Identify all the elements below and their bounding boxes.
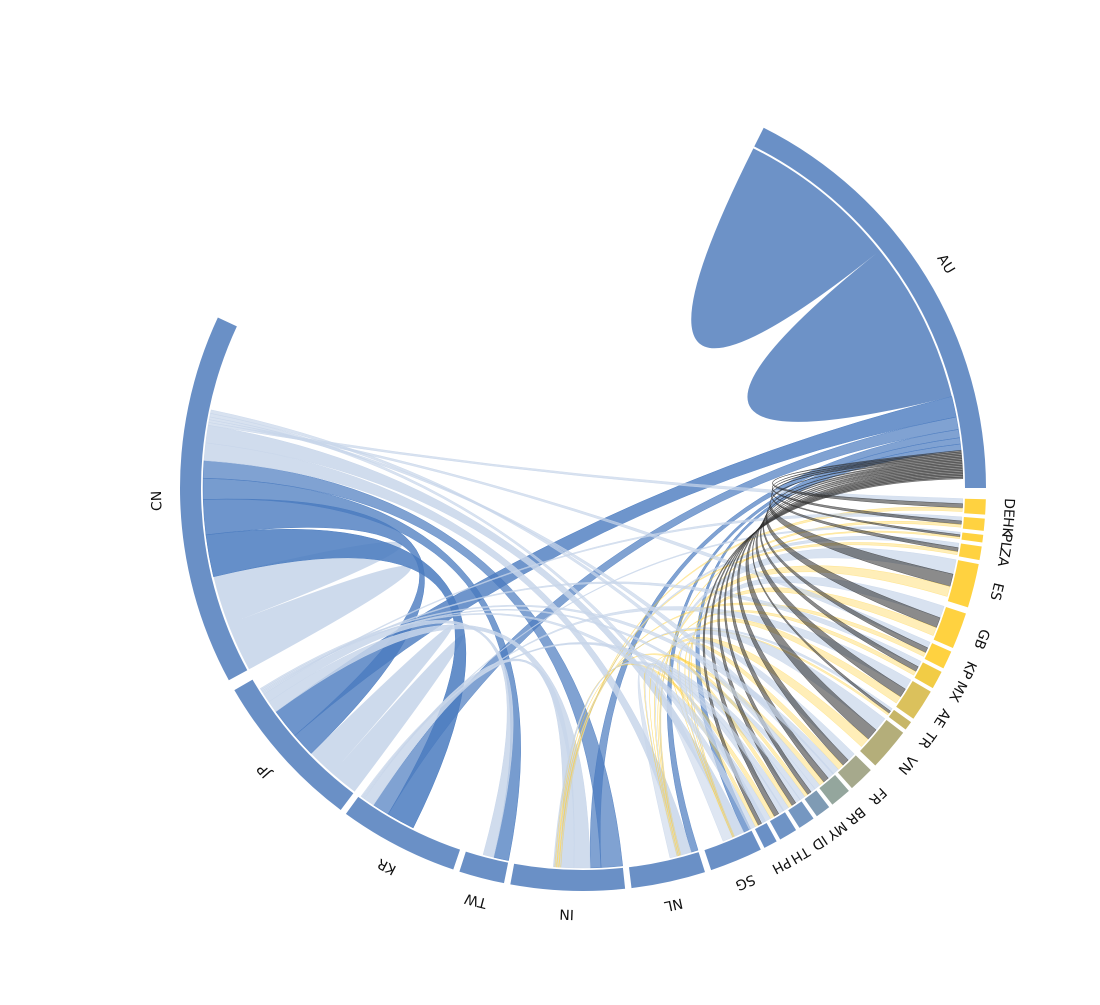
- label-jp: JP: [254, 761, 275, 782]
- label-sg: SG: [733, 871, 757, 893]
- arc-au: [754, 127, 986, 488]
- ribbon-ZA-AU: [771, 454, 962, 552]
- label-au: AU: [934, 252, 958, 277]
- label-in: IN: [559, 905, 574, 922]
- ribbon-DE-AU: [772, 449, 963, 509]
- label-gb: GB: [970, 627, 992, 652]
- ribbon-MY-AU: [723, 471, 963, 795]
- arc-ph: [754, 822, 777, 848]
- ribbon-PH-AU: [702, 476, 964, 826]
- label-hk: HK: [998, 516, 1016, 538]
- ribbons-layer: [202, 148, 964, 869]
- ribbon-TH-JP: [260, 613, 771, 824]
- arc-id: [788, 801, 814, 828]
- ribbon-FR-AU: [737, 468, 963, 766]
- label-kr: KR: [375, 855, 399, 878]
- ribbon-AE-yellow: [684, 618, 901, 838]
- ribbon-VN-yellow: [654, 637, 869, 857]
- arc-hk: [962, 517, 985, 531]
- label-es: ES: [986, 581, 1006, 602]
- ribbon-IN-KR: [363, 658, 575, 869]
- ribbon-ZA-blue: [559, 536, 960, 868]
- arc-kr: [345, 796, 461, 870]
- ribbon-VN-AU: [745, 466, 963, 740]
- arc-th: [769, 812, 797, 840]
- label-ph: PH: [769, 854, 793, 877]
- ribbon-HK-blue: [262, 513, 963, 695]
- arc-pl: [961, 532, 984, 543]
- ribbon-ID-IN: [552, 661, 789, 868]
- arcs-layer: [179, 127, 986, 891]
- ribbon-KP-AU: [762, 460, 963, 653]
- label-ae: AE: [930, 706, 953, 730]
- ribbon-ID-AU: [717, 473, 964, 806]
- label-nl: NL: [663, 895, 684, 915]
- ribbon-PL-AU: [771, 453, 962, 538]
- arc-tr: [888, 709, 912, 730]
- label-cn: CN: [149, 491, 166, 512]
- ribbon-TR-blue: [556, 627, 893, 868]
- label-kp: KP: [957, 658, 979, 681]
- label-tw: TW: [463, 890, 490, 911]
- arc-tw: [459, 851, 509, 884]
- arc-za: [958, 543, 982, 561]
- label-br: BR: [843, 803, 868, 828]
- ribbon-MY-KR: [360, 641, 806, 801]
- arc-mx: [914, 662, 942, 689]
- label-mx: MX: [945, 678, 970, 705]
- arc-in: [510, 863, 626, 891]
- ribbon-HK-AU: [771, 451, 962, 525]
- arc-vn: [860, 719, 904, 766]
- arc-ae: [896, 681, 931, 719]
- ribbon-AE-AU: [755, 463, 963, 698]
- label-za: ZA: [994, 546, 1013, 568]
- ribbon-GB-AU: [765, 458, 963, 628]
- label-fr: FR: [865, 784, 889, 808]
- arc-my: [804, 790, 830, 817]
- label-my: MY: [823, 818, 849, 843]
- ribbon-IN-AU: [589, 429, 960, 869]
- ribbon-AE-blue: [362, 606, 912, 799]
- label-de: DE: [1000, 498, 1017, 518]
- ribbon-CN-CN: [213, 541, 411, 670]
- arc-fr: [837, 755, 871, 789]
- ribbon-AU-AU: [691, 148, 952, 422]
- label-vn: VN: [895, 752, 920, 778]
- ribbon-TH-AU: [710, 475, 964, 817]
- ribbon-PL-blue: [362, 526, 961, 799]
- ribbon-PH-CN: [209, 413, 756, 830]
- ribbon-JP-JP: [311, 625, 464, 792]
- ribbon-BR-AU: [730, 470, 963, 783]
- ribbon-TR-AU: [752, 465, 963, 714]
- arc-sg: [704, 830, 761, 871]
- arc-gb: [933, 606, 966, 648]
- ribbon-CN-IN: [202, 460, 623, 868]
- ribbon-KP-blue: [208, 419, 931, 649]
- ribbon-CN-TW: [202, 477, 521, 861]
- arc-es: [947, 560, 979, 608]
- ribbon-TW-JP: [263, 620, 514, 858]
- ribbon-FR-JP: [259, 604, 839, 775]
- arc-nl: [628, 852, 705, 889]
- arc-jp: [234, 679, 354, 811]
- arc-br: [819, 775, 849, 805]
- label-id: ID: [809, 832, 830, 854]
- ribbon-PL-yellow: [690, 530, 961, 837]
- label-tr: TR: [915, 726, 939, 751]
- arc-kp: [924, 643, 952, 669]
- ribbon-VN-blue: [655, 629, 886, 857]
- arc-cn: [179, 317, 248, 681]
- ribbon-NL-AU: [666, 437, 961, 853]
- label-pl: PL: [997, 533, 1015, 551]
- ribbon-BR-CN: [210, 409, 821, 790]
- arc-de: [964, 498, 986, 515]
- ribbon-MX-AU: [760, 461, 963, 672]
